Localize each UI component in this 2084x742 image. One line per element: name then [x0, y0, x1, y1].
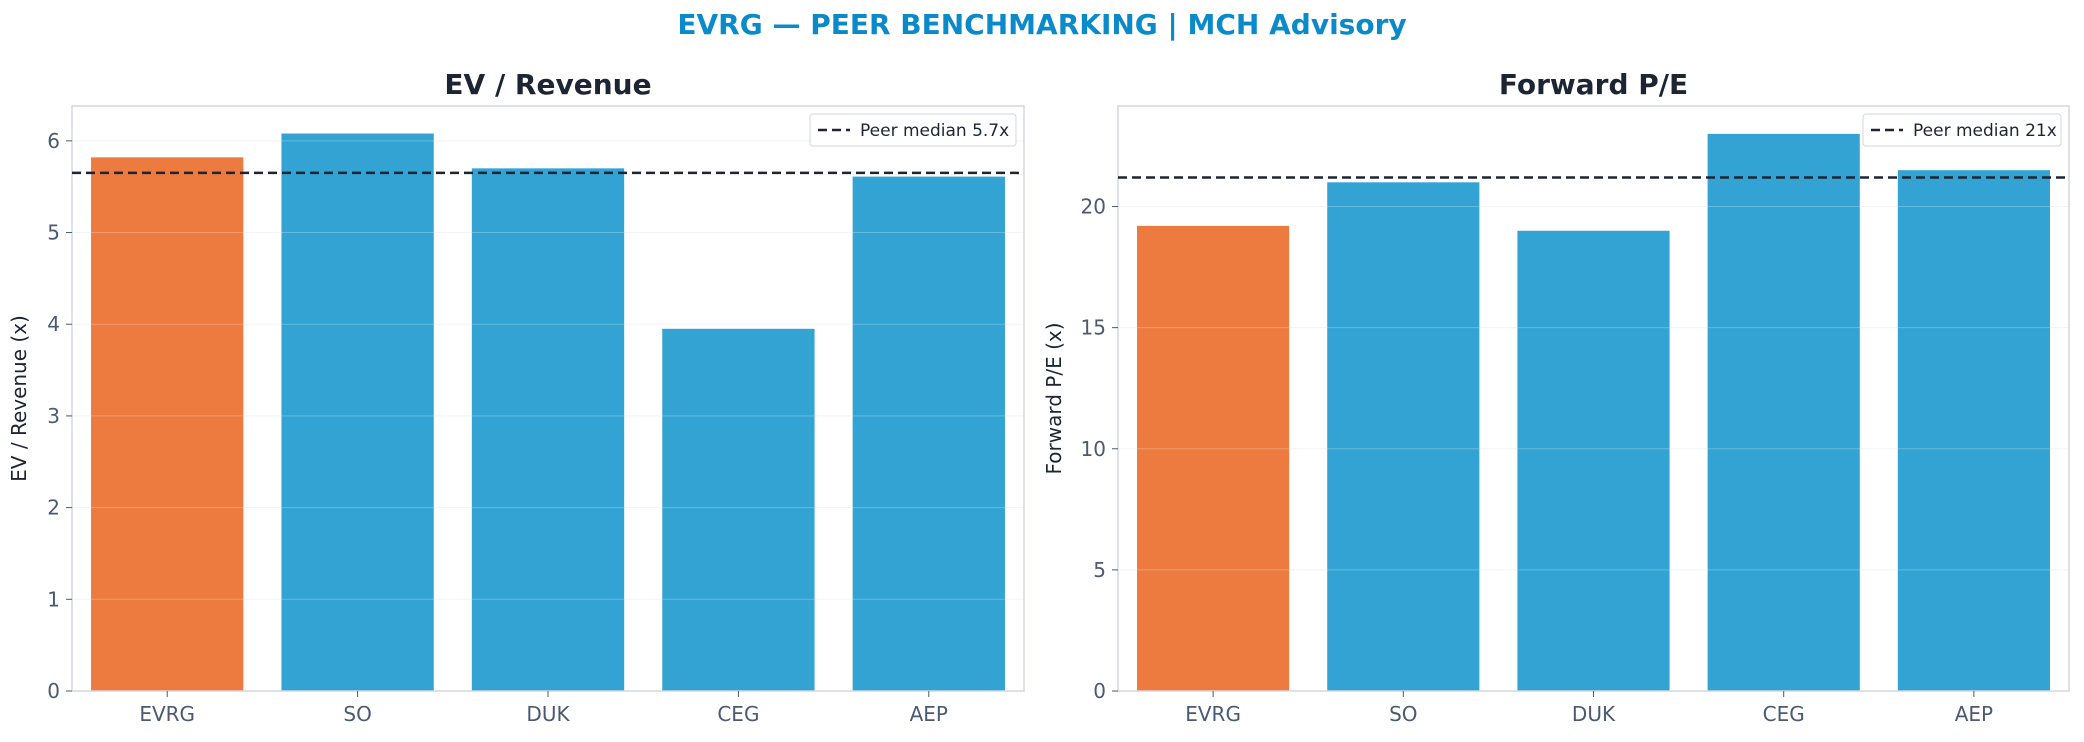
legend-label: Peer median 5.7x — [860, 121, 1009, 141]
legend: Peer median 21x — [1862, 113, 2062, 147]
y-tick-label: 2 — [47, 496, 60, 520]
legend-box — [1862, 113, 2062, 147]
x-tick-label: DUK — [1572, 702, 1616, 726]
y-tick-label: 5 — [1093, 558, 1106, 582]
bar-aep — [852, 176, 1005, 691]
chart-ev-revenue: 0 1 2 3 4 5 6 EVRG SO DUK CEG AEP EV / Revenue EV / R… — [7, 68, 1025, 726]
bar-duk — [1517, 230, 1670, 691]
legend-box — [809, 113, 1017, 147]
x-tick-label: AEP — [1955, 702, 1993, 726]
bar-so — [1327, 182, 1480, 691]
x-tick-label: SO — [1389, 702, 1417, 726]
legend: Peer median 5.7x — [809, 113, 1017, 147]
y-tick-label: 20 — [1081, 195, 1106, 219]
y-tick-label: 5 — [47, 221, 60, 245]
legend-label: Peer median 21x — [1913, 121, 2057, 141]
x-tick-label: EVRG — [139, 702, 195, 726]
y-axis-label: Forward P/E (x) — [1042, 322, 1066, 474]
x-tick-label: CEG — [717, 702, 759, 726]
y-tick-label: 6 — [47, 129, 60, 153]
bar-evrg — [1137, 225, 1290, 691]
chart-title: Forward P/E — [1499, 68, 1688, 101]
bar-ceg — [1707, 133, 1860, 691]
y-tick-label: 1 — [47, 587, 60, 611]
x-tick-label: CEG — [1763, 702, 1805, 726]
y-tick-label: 0 — [1093, 679, 1106, 703]
chart-forward-pe: 0 5 10 15 20 EVRG SO DUK CEG AEP Forward P/E Forwar… — [1042, 68, 2070, 726]
y-tick-label: 15 — [1081, 316, 1106, 340]
bar-evrg — [91, 157, 244, 691]
x-tick-label: DUK — [526, 702, 570, 726]
chart-title: EV / Revenue — [444, 68, 651, 101]
x-tick-label: SO — [343, 702, 371, 726]
bar-so — [281, 133, 434, 692]
bar-aep — [1897, 170, 2050, 691]
y-tick-label: 0 — [47, 679, 60, 703]
y-tick-label: 4 — [47, 312, 60, 336]
bar-duk — [471, 168, 625, 692]
y-axis-label: EV / Revenue (x) — [7, 315, 31, 482]
figure-title: EVRG — PEER BENCHMARKING | MCH Advisory — [677, 8, 1407, 41]
bar-ceg — [662, 328, 815, 691]
x-tick-label: EVRG — [1185, 702, 1241, 726]
y-tick-label: 3 — [47, 404, 60, 428]
y-tick-label: 10 — [1081, 437, 1106, 461]
x-tick-label: AEP — [910, 702, 948, 726]
